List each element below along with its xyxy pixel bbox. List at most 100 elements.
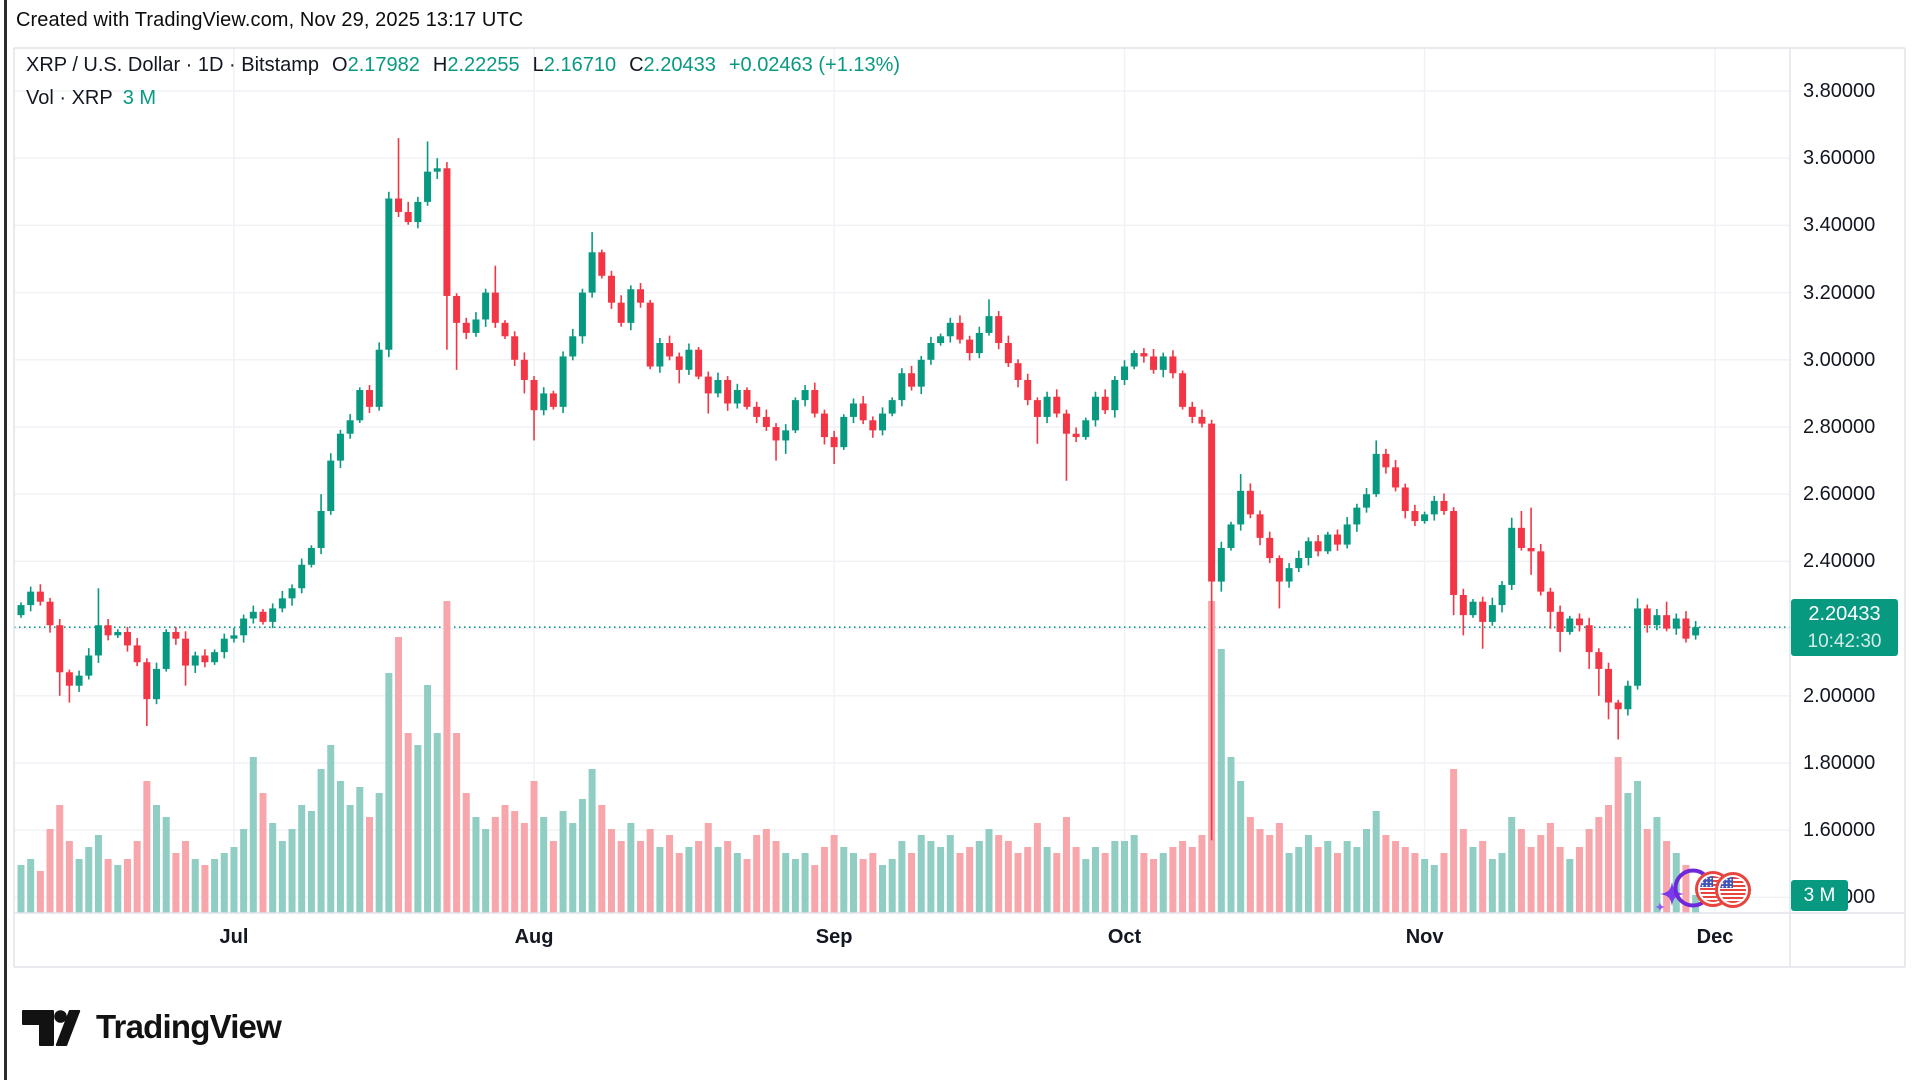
volume-bar <box>1643 829 1651 913</box>
candle-body <box>36 591 44 602</box>
volume-bar <box>1217 649 1225 913</box>
time-axis-label: Dec <box>1696 926 1734 948</box>
volume-bar <box>782 853 790 913</box>
volume-bar <box>1024 847 1032 913</box>
volume-bar <box>143 781 151 913</box>
candle-body <box>1159 356 1167 370</box>
volume-bar <box>1324 841 1332 913</box>
volume-bar <box>1246 817 1254 913</box>
candle-body <box>1266 537 1274 559</box>
candle-wick <box>397 138 400 217</box>
candle-body <box>356 390 364 421</box>
time-axis-label: Jul <box>219 926 249 948</box>
candle-body <box>511 336 519 360</box>
volume-bar <box>1392 841 1400 913</box>
candle-body <box>104 625 112 636</box>
volume-bar <box>801 853 809 913</box>
volume-bar <box>1014 853 1022 913</box>
volume-legend-row: Vol · XRP 3 M <box>26 85 900 111</box>
volume-bar <box>666 835 674 913</box>
candle-body <box>830 437 838 448</box>
candle-body <box>791 400 799 431</box>
volume-bar <box>414 745 422 913</box>
candle-body <box>298 564 306 589</box>
candle-body <box>1421 514 1429 522</box>
candle-body <box>1033 400 1041 417</box>
volume-bar <box>317 769 325 913</box>
price-axis-label: 1.60000 <box>1803 819 1876 842</box>
candle-body <box>56 625 64 673</box>
candle-wick <box>1530 507 1532 575</box>
candle-body <box>1014 363 1022 380</box>
candle-body <box>385 198 393 350</box>
volume-bar <box>1285 853 1293 913</box>
volume-bar <box>1546 823 1554 913</box>
candle-body <box>724 379 732 404</box>
volume-bar <box>259 793 267 913</box>
volume-bar <box>27 859 35 913</box>
volume-bar <box>1266 835 1274 913</box>
candle-wick <box>833 430 835 464</box>
volume-bar <box>540 817 548 913</box>
volume-bar <box>956 853 964 913</box>
volume-bar <box>637 841 645 913</box>
volume-bar <box>830 835 838 913</box>
candle-body <box>995 316 1003 343</box>
candle-body <box>1672 618 1680 629</box>
candle-body <box>985 316 993 333</box>
volume-bar <box>1469 847 1477 913</box>
candle-body <box>336 433 344 461</box>
candle-body <box>201 655 209 663</box>
price-axis-label: 3.80000 <box>1803 80 1876 102</box>
candle-body <box>1624 685 1632 710</box>
candle-body <box>588 252 596 293</box>
volume-bar <box>278 841 286 913</box>
candle-body <box>1392 467 1400 488</box>
candle-body <box>1440 500 1448 511</box>
volume-bar <box>607 829 615 913</box>
candle-body <box>569 336 577 357</box>
volume-bar <box>1159 853 1167 913</box>
volume-bar <box>1237 781 1245 913</box>
last-price-value: 2.20433 <box>1808 602 1881 625</box>
candle-body <box>656 343 664 367</box>
candle-body <box>1692 627 1700 636</box>
left-edge-line <box>4 0 7 1080</box>
candle-body <box>1091 396 1099 421</box>
volume-bar <box>133 841 141 913</box>
volume-bar <box>269 823 277 913</box>
candle-wick <box>1278 555 1281 609</box>
price-axis-label: 2.40000 <box>1803 550 1876 573</box>
candle-body <box>1605 668 1613 703</box>
candle-body <box>307 547 315 565</box>
volume-bar <box>201 865 209 913</box>
tradingview-logo: TradingView <box>20 1004 282 1050</box>
candle-body <box>65 672 73 686</box>
candle-body <box>1595 652 1603 669</box>
candle-body <box>549 393 557 407</box>
volume-bar <box>75 859 83 913</box>
volume-bar <box>1053 853 1061 913</box>
candle-body <box>1372 453 1380 495</box>
candle-body <box>1285 568 1293 582</box>
volume-bar <box>1295 847 1303 913</box>
volume-bar <box>1556 847 1564 913</box>
candle-body <box>1024 379 1032 401</box>
candle-body <box>1488 605 1496 622</box>
volume-bar <box>675 853 683 913</box>
volume-bar <box>1188 847 1196 913</box>
symbol-title: XRP / U.S. Dollar · 1D · Bitstamp <box>26 54 320 76</box>
candle-body <box>898 373 906 401</box>
ohlc-open: O2.17982 <box>332 54 420 76</box>
candle-body <box>617 302 625 323</box>
volume-bar <box>1082 859 1090 913</box>
volume-bar <box>1508 817 1516 913</box>
candle-body <box>414 201 422 223</box>
price-axis-label: 2.00000 <box>1803 684 1876 707</box>
candle-body <box>27 591 35 606</box>
volume-bar <box>1479 841 1487 913</box>
volume-bar <box>443 601 451 913</box>
price-axis-label: 2.60000 <box>1803 483 1876 506</box>
candle-body <box>1653 615 1661 626</box>
